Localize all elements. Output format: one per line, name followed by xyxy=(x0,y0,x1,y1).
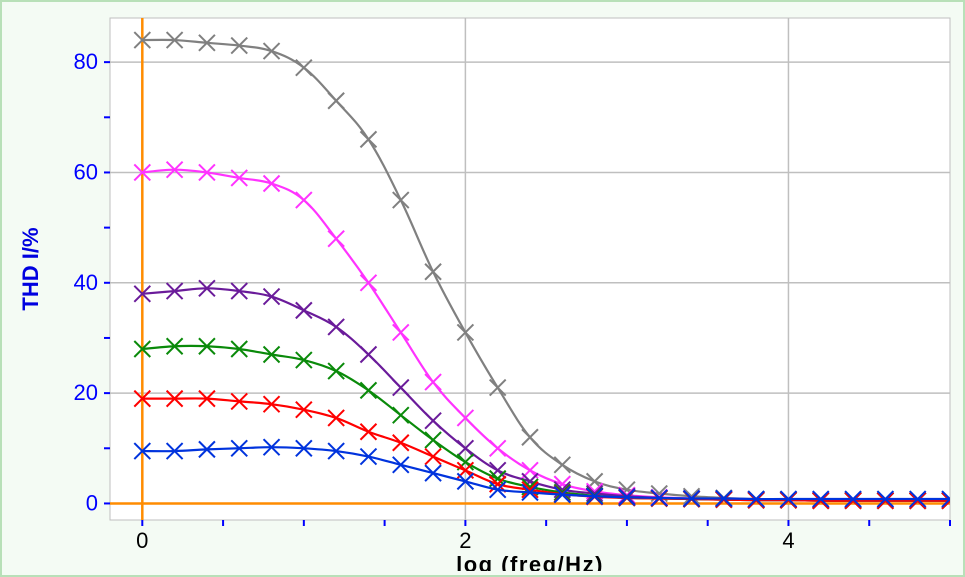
y-tick-label: 60 xyxy=(74,159,98,184)
y-axis-title: THD I/% xyxy=(18,227,43,310)
x-tick-label: 0 xyxy=(136,528,148,553)
thd-chart: 0 20 40 60 80 0 2 4 THD I/% log (freq/Hz) xyxy=(10,10,959,571)
y-tick-label: 20 xyxy=(74,380,98,405)
y-tick-label: 40 xyxy=(74,270,98,295)
chart-container: 0 20 40 60 80 0 2 4 THD I/% log (freq/Hz) xyxy=(0,0,965,577)
plot-wrap: 020406080024THD I/%log (freq/Hz) xyxy=(10,10,955,567)
x-tick-label: 4 xyxy=(782,528,794,553)
y-tick-label: 0 xyxy=(86,490,98,515)
x-axis-title: log (freq/Hz) xyxy=(456,552,604,571)
x-tick-label: 2 xyxy=(459,528,471,553)
y-tick-label: 80 xyxy=(74,49,98,74)
